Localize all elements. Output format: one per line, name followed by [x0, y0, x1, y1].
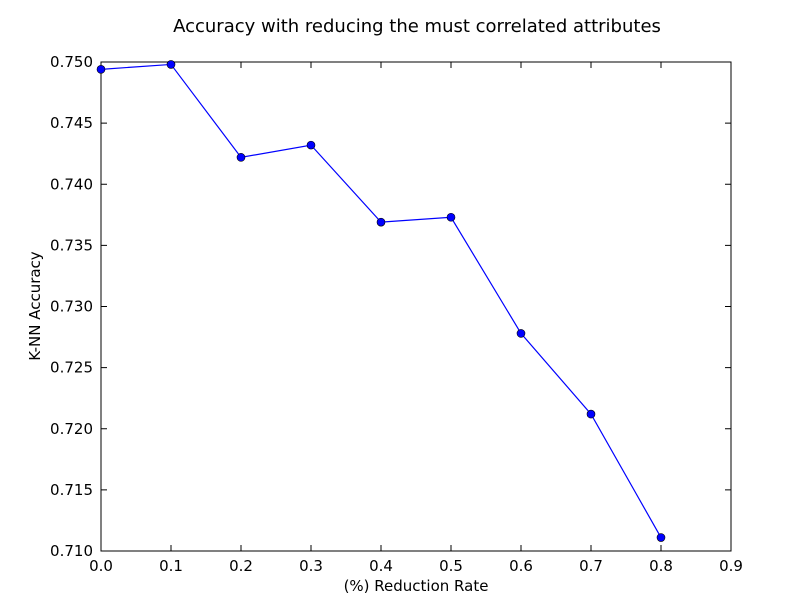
- y-axis-label: K-NN Accuracy: [26, 251, 44, 360]
- data-point: [376, 217, 386, 227]
- y-tick-label: 0.745: [50, 114, 93, 132]
- x-tick-label: 0.9: [719, 557, 743, 575]
- data-point: [236, 153, 246, 162]
- data-point: [516, 329, 526, 338]
- y-tick-label: 0.715: [50, 481, 93, 499]
- x-tick-label: 0.7: [579, 557, 603, 575]
- data-point: [586, 409, 596, 419]
- y-tick-label: 0.730: [50, 298, 93, 316]
- y-tick-label: 0.740: [50, 175, 93, 193]
- x-tick-label: 0.2: [229, 557, 253, 575]
- x-tick-label: 0.0: [89, 557, 113, 575]
- x-tick-label: 0.5: [439, 557, 463, 575]
- data-point: [446, 212, 456, 222]
- ticks: 0.0 0.1 0.2 0.3 0.4 0.5 0.6 0.7 0.8 0.9 0.710 0.715…: [50, 53, 743, 575]
- x-tick-label: 0.1: [159, 557, 183, 575]
- x-tick-label: 0.8: [649, 557, 673, 575]
- data-point: [166, 60, 176, 69]
- x-tick-label: 0.3: [299, 557, 323, 575]
- data-point: [656, 533, 666, 542]
- data-point: [96, 65, 106, 74]
- y-tick-label: 0.720: [50, 420, 93, 438]
- x-axis-label: (%) Reduction Rate: [344, 577, 489, 595]
- y-tick-label: 0.735: [50, 236, 93, 254]
- y-tick-label: 0.750: [50, 53, 93, 71]
- series-layer: [96, 60, 666, 542]
- data-point: [306, 140, 316, 150]
- x-tick-label: 0.6: [509, 557, 533, 575]
- y-tick-label: 0.710: [50, 542, 93, 560]
- y-tick-label: 0.725: [50, 359, 93, 377]
- x-tick-label: 0.4: [369, 557, 393, 575]
- chart-title: Accuracy with reducing the must correlat…: [173, 16, 661, 37]
